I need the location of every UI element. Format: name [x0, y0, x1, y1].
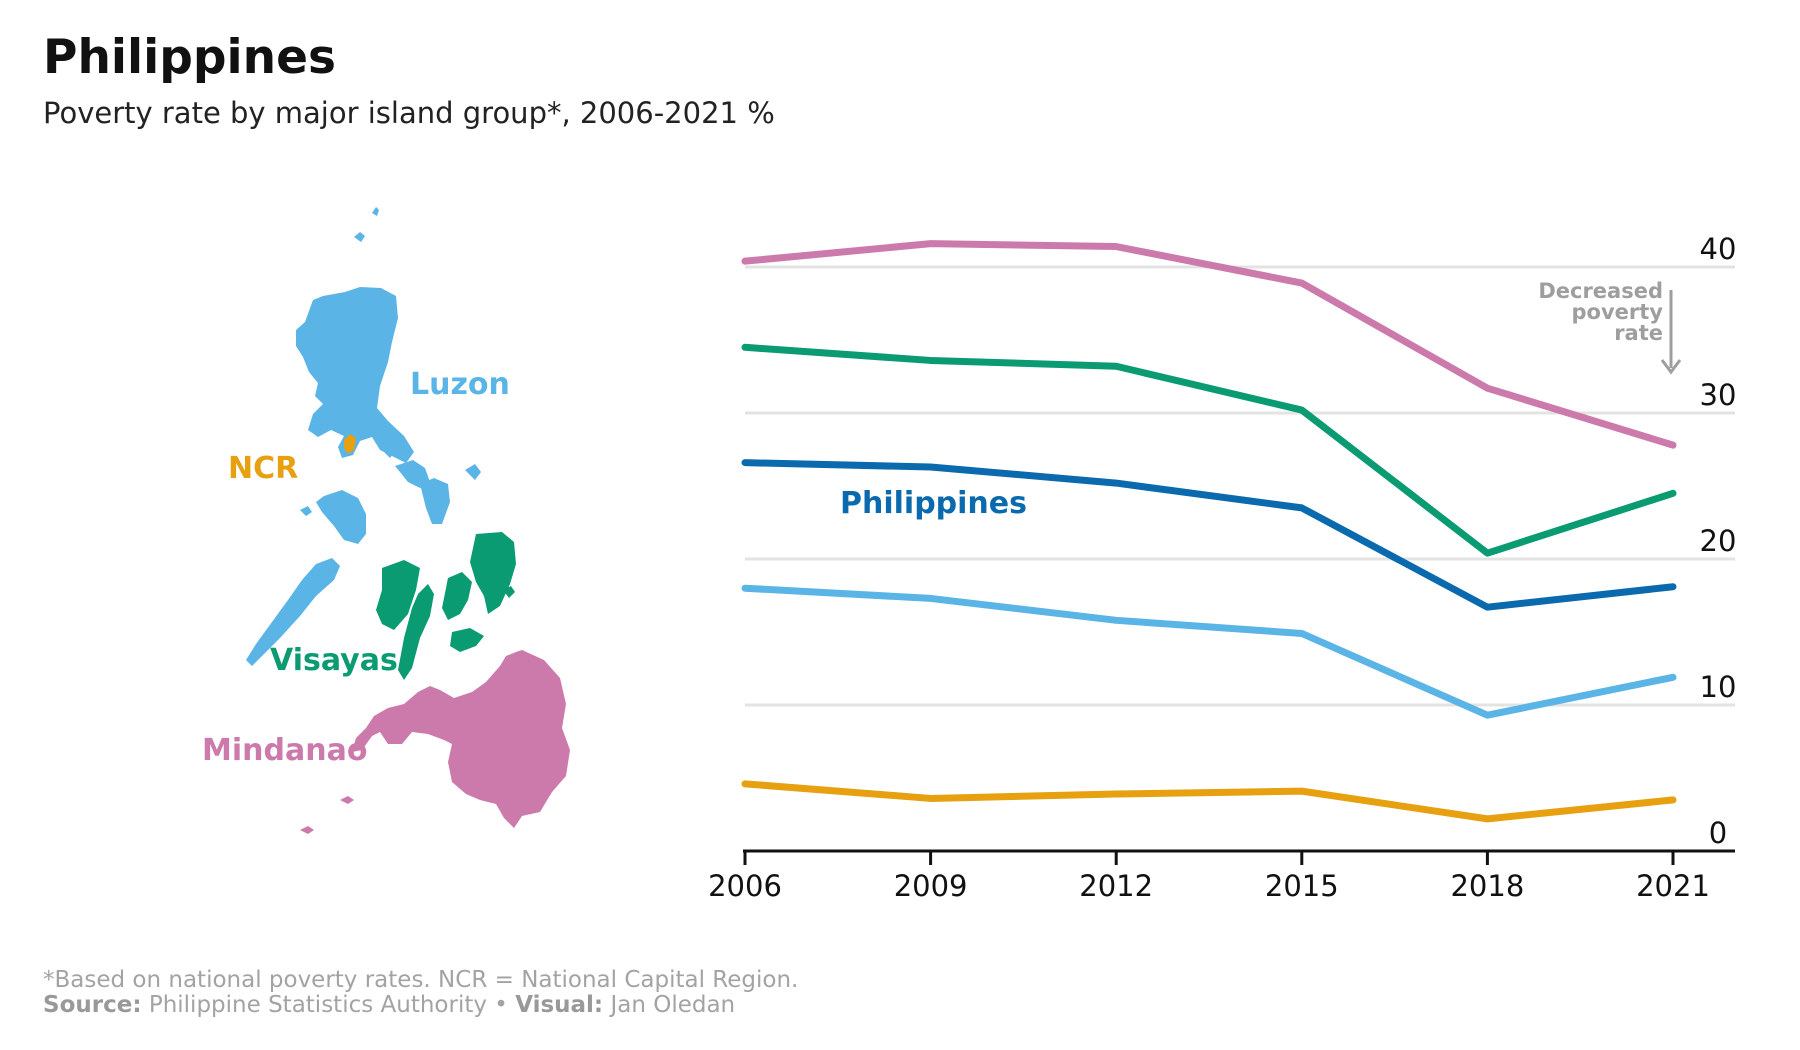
chart-subtitle: Poverty rate by major island group*, 200…	[43, 96, 775, 130]
annotation-line-3: rate	[1614, 321, 1663, 345]
y-tick-label: 30	[1700, 378, 1737, 412]
y-tick-label: 0	[1709, 816, 1727, 850]
series-lines	[741, 240, 1677, 823]
visayas-shape	[376, 532, 516, 680]
x-tick-label: 2018	[1450, 869, 1524, 903]
series-line-ncr	[741, 780, 1677, 823]
series-line-philippines	[741, 459, 1677, 611]
luzon-shape	[246, 207, 481, 666]
mindanao-shape	[300, 650, 570, 834]
separator: •	[494, 992, 508, 1018]
philippines-map: Luzon NCR Visayas Mindanao	[202, 207, 570, 834]
x-tick-label: 2006	[708, 869, 782, 903]
arrowhead-icon	[1660, 359, 1682, 375]
y-tick-label: 40	[1700, 232, 1737, 266]
annotation-line-2: poverty	[1572, 300, 1664, 324]
footnote-note: *Based on national poverty rates. NCR = …	[43, 967, 799, 993]
x-axis: 2006 2009 2012 2015 2018 2021	[708, 849, 1735, 903]
series-line-luzon	[741, 584, 1677, 719]
decreased-poverty-annotation: Decreased poverty rate	[1538, 279, 1682, 375]
visayas-label: Visayas	[270, 643, 398, 678]
source-label: Source:	[43, 992, 142, 1018]
series-line-mindanao	[741, 240, 1677, 449]
luzon-label: Luzon	[410, 367, 510, 402]
philippines-series-label: Philippines	[840, 486, 1027, 521]
chart-title: Philippines	[43, 30, 336, 85]
ncr-label: NCR	[228, 451, 298, 486]
footnote-credits: Source: Philippine Statistics Authority …	[43, 993, 798, 1018]
ncr-shape	[344, 434, 356, 454]
series-line-visayas	[741, 343, 1677, 557]
y-tick-label: 20	[1700, 524, 1737, 558]
x-tick-label: 2015	[1265, 869, 1339, 903]
visual-value: Jan Oledan	[610, 992, 736, 1018]
annotation-line-1: Decreased	[1538, 279, 1663, 303]
x-tick-label: 2012	[1079, 869, 1153, 903]
x-tick-label: 2021	[1636, 869, 1710, 903]
y-axis: 0 10 20 30 40	[1700, 232, 1737, 850]
x-tick-label: 2009	[894, 869, 968, 903]
y-tick-label: 10	[1700, 670, 1737, 704]
source-value: Philippine Statistics Authority	[148, 992, 487, 1018]
footnote: *Based on national poverty rates. NCR = …	[43, 968, 798, 1018]
mindanao-label: Mindanao	[202, 733, 367, 768]
visual-label: Visual:	[515, 992, 604, 1018]
